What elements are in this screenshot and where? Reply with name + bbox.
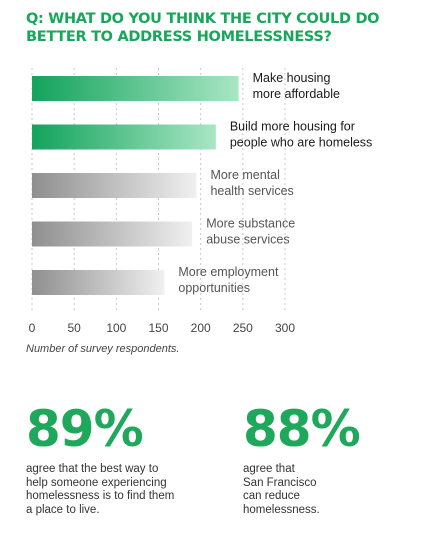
x-tick-label: 0	[29, 321, 36, 335]
stat-text-2: agree that San Francisco can reduce home…	[243, 463, 320, 516]
bar	[32, 76, 239, 101]
bar-label: More substance abuse services	[206, 217, 295, 247]
x-tick-label: 50	[67, 321, 81, 335]
respondents-bar-chart: Make housing more affordable Build more ho…	[29, 68, 372, 335]
stat-value-1: 89%	[26, 400, 144, 458]
stat-text-1: agree that the best way to help someone …	[26, 463, 175, 516]
x-tick-label: 300	[275, 321, 295, 335]
stat-block-1: 89% agree that the best way to help some…	[26, 403, 174, 517]
bar-label: Make housing more affordable	[253, 71, 340, 101]
survey-question: Q: WHAT DO YOU THINK THE CITY COULD DO B…	[26, 11, 380, 45]
bar	[32, 124, 216, 150]
bar	[32, 221, 193, 247]
x-tick-label: 250	[233, 321, 253, 335]
x-tick-label: 100	[106, 321, 126, 335]
stat-block-2: 88% agree that San Francisco can reduce …	[243, 400, 361, 517]
bar	[32, 173, 197, 198]
bar-label: More employment opportunities	[178, 265, 279, 295]
chart-bars	[32, 76, 239, 295]
chart-x-axis-ticks: 0 50 100 150 200 250 300	[29, 321, 296, 335]
bar-label: Build more housing for people who are hom…	[230, 120, 372, 150]
x-tick-label: 200	[191, 321, 211, 335]
stat-value-2: 88%	[243, 400, 361, 458]
chart-bar-labels: Make housing more affordable Build more ho…	[178, 71, 372, 295]
bar	[32, 270, 165, 295]
x-tick-label: 150	[148, 321, 168, 335]
axis-note: Number of survey respondents.	[26, 343, 180, 355]
bar-label: More mental health services	[210, 168, 293, 198]
